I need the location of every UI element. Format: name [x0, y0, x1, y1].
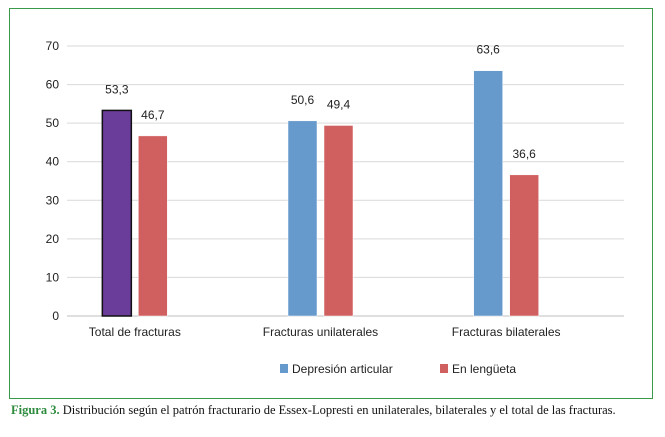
- caption-label: Figura 3.: [11, 403, 60, 417]
- y-tick-label: 40: [46, 155, 60, 169]
- y-tick-label: 30: [46, 193, 60, 207]
- data-labels: 53,3 46,7 50,6 49,4 63,6 36,6: [105, 43, 536, 161]
- x-category-label: Fracturas unilaterales: [263, 325, 378, 339]
- data-label: 36,6: [512, 147, 536, 161]
- legend-swatch: [280, 364, 288, 373]
- bar-en-lengueta: [138, 135, 168, 317]
- data-label: 50,6: [291, 93, 315, 107]
- bar-depresion-articular: [101, 109, 133, 317]
- caption-text: Distribución según el patrón fracturario…: [62, 403, 616, 417]
- legend: Depresión articular En lengüeta: [280, 362, 516, 376]
- legend-swatch: [440, 364, 448, 373]
- data-label: 49,4: [327, 97, 351, 111]
- y-tick-label: 60: [46, 78, 60, 92]
- y-tick-label: 0: [52, 309, 59, 323]
- bar-depresion-articular: [287, 120, 318, 317]
- y-axis-ticks: 0 10 20 30 40 50 60 70: [46, 39, 60, 323]
- bar-chart: 0 10 20 30 40 50 60 70 53,3 46,7 50,6 49,4 63,6 36,6…: [46, 39, 624, 376]
- data-label: 63,6: [476, 43, 500, 57]
- bars: [101, 70, 539, 317]
- x-category-label: Fracturas bilaterales: [452, 325, 561, 339]
- y-tick-label: 50: [46, 116, 60, 130]
- legend-label: Depresión articular: [292, 362, 393, 376]
- figure-caption: Figura 3. Distribución según el patrón f…: [11, 403, 661, 418]
- figure-frame: 0 10 20 30 40 50 60 70 53,3 46,7 50,6 49,4 63,6 36,6…: [9, 8, 653, 399]
- legend-label: En lengüeta: [452, 362, 516, 376]
- data-label: 53,3: [105, 82, 129, 96]
- x-axis-categories: Total de fracturas Fracturas unilaterales…: [89, 325, 561, 339]
- data-label: 46,7: [141, 108, 165, 122]
- y-tick-label: 70: [46, 39, 60, 53]
- bar-en-lengueta: [323, 125, 354, 317]
- bar-en-lengueta: [509, 174, 539, 317]
- x-category-label: Total de fracturas: [89, 325, 181, 339]
- y-tick-label: 20: [46, 232, 60, 246]
- y-tick-label: 10: [46, 270, 60, 284]
- bar-depresion-articular: [473, 70, 503, 317]
